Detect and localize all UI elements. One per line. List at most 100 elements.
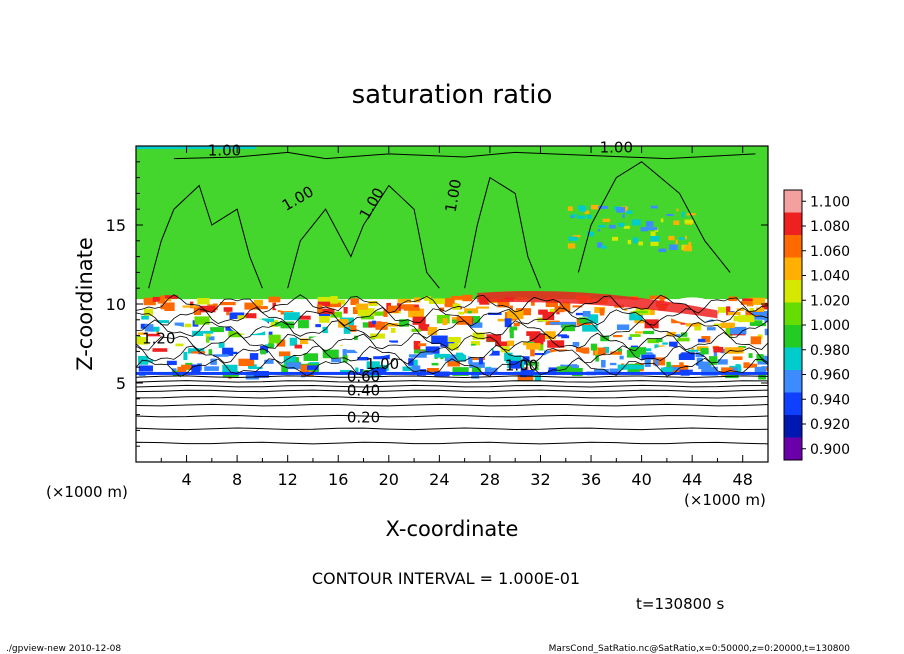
field-patch bbox=[764, 328, 768, 336]
field-patch bbox=[727, 311, 741, 316]
field-patch bbox=[277, 308, 283, 313]
field-patch bbox=[706, 327, 716, 331]
field-patch bbox=[666, 361, 671, 369]
field-patch bbox=[681, 370, 687, 373]
field-patch bbox=[317, 304, 323, 314]
field-cloud-core bbox=[307, 335, 344, 348]
field-patch bbox=[300, 364, 310, 373]
x-tick-label: 36 bbox=[581, 470, 601, 489]
field-patch bbox=[419, 351, 433, 355]
field-patch bbox=[343, 307, 348, 314]
field-patch bbox=[595, 354, 599, 362]
field-patch bbox=[756, 323, 766, 327]
field-patch bbox=[600, 335, 610, 342]
field-patch bbox=[634, 331, 650, 334]
field-patch bbox=[158, 320, 170, 324]
field-patch bbox=[182, 305, 197, 308]
field-patch bbox=[529, 333, 545, 342]
field-patch bbox=[268, 334, 281, 344]
field-patch bbox=[268, 343, 274, 349]
y-tick-label: 5 bbox=[116, 374, 126, 393]
field-patch bbox=[275, 321, 292, 327]
field-patch bbox=[261, 318, 275, 322]
field-patch bbox=[205, 332, 211, 337]
contour-line-1-00 bbox=[148, 184, 263, 289]
field-patch bbox=[399, 319, 409, 327]
field-patch bbox=[357, 308, 375, 316]
field-patch bbox=[520, 373, 527, 378]
field-patch-upper bbox=[669, 244, 678, 250]
field-patch bbox=[641, 348, 652, 352]
field-patch bbox=[728, 296, 738, 302]
field-patch bbox=[357, 356, 369, 361]
field-patch bbox=[440, 341, 455, 347]
field-patch bbox=[447, 358, 460, 367]
field-patch bbox=[505, 355, 522, 363]
contour-line-1-00 bbox=[577, 161, 731, 273]
field-patch bbox=[160, 304, 171, 310]
x-tick-label: 8 bbox=[232, 470, 242, 489]
field-patch bbox=[726, 306, 731, 316]
x-axis-label: X-coordinate bbox=[386, 517, 519, 541]
field-patch bbox=[360, 315, 374, 320]
field-patch bbox=[766, 313, 768, 317]
field-patch-upper bbox=[570, 215, 575, 218]
colorbar-band bbox=[784, 257, 802, 281]
field-patch-upper bbox=[616, 207, 626, 213]
colorbar-label: 0.900 bbox=[810, 442, 850, 458]
field-patch bbox=[471, 343, 476, 347]
field-patch-upper bbox=[683, 245, 692, 252]
field-patch bbox=[549, 322, 563, 325]
field-patch bbox=[391, 328, 396, 333]
field-patch bbox=[750, 336, 762, 345]
field-patch bbox=[717, 359, 728, 365]
field-patch bbox=[431, 335, 448, 344]
field-patch bbox=[720, 322, 735, 329]
field-patch bbox=[582, 325, 598, 332]
colorbar-band bbox=[784, 190, 802, 213]
field-patch bbox=[678, 352, 695, 360]
field-patch bbox=[662, 342, 668, 345]
field-patch bbox=[471, 372, 480, 379]
field-patch bbox=[192, 330, 204, 336]
field-patch bbox=[572, 341, 580, 347]
contour-line-1-00 bbox=[464, 176, 541, 289]
field-patch bbox=[542, 311, 555, 320]
contour-line bbox=[136, 389, 768, 393]
field-patch bbox=[331, 358, 342, 363]
contour-interval-note: CONTOUR INTERVAL = 1.000E-01 bbox=[312, 569, 580, 588]
field-patch bbox=[379, 364, 389, 371]
contour-line bbox=[136, 395, 768, 399]
field-patch bbox=[752, 311, 768, 316]
colorbar-band bbox=[784, 302, 802, 326]
field-patch bbox=[680, 322, 686, 325]
field-patch bbox=[371, 320, 376, 325]
field-patch bbox=[609, 362, 617, 366]
field-saturated-region bbox=[136, 146, 768, 300]
field-patch bbox=[510, 360, 520, 369]
field-patch-upper bbox=[679, 237, 686, 240]
field-patch bbox=[303, 353, 318, 361]
field-patch bbox=[324, 302, 342, 308]
field-patch bbox=[253, 299, 263, 306]
field-patch-upper bbox=[623, 225, 630, 229]
field-patch bbox=[594, 369, 609, 374]
field-patch bbox=[599, 308, 605, 316]
field-patch bbox=[319, 313, 331, 316]
field-cloud-core bbox=[543, 350, 588, 365]
field-patch bbox=[534, 362, 539, 371]
field-patch bbox=[455, 352, 467, 362]
field-patch bbox=[713, 346, 724, 353]
field-patch bbox=[249, 366, 263, 370]
x-unit-label-left: (×1000 m) bbox=[46, 483, 128, 501]
field-patch bbox=[509, 329, 514, 339]
chart-title: saturation ratio bbox=[352, 80, 553, 110]
field-patch-upper bbox=[660, 218, 664, 223]
field-patch bbox=[736, 308, 745, 312]
field-patch bbox=[330, 311, 342, 318]
field-patch bbox=[525, 361, 539, 366]
field-patch bbox=[208, 349, 213, 355]
field-patch bbox=[659, 297, 665, 303]
field-patch bbox=[366, 361, 380, 370]
